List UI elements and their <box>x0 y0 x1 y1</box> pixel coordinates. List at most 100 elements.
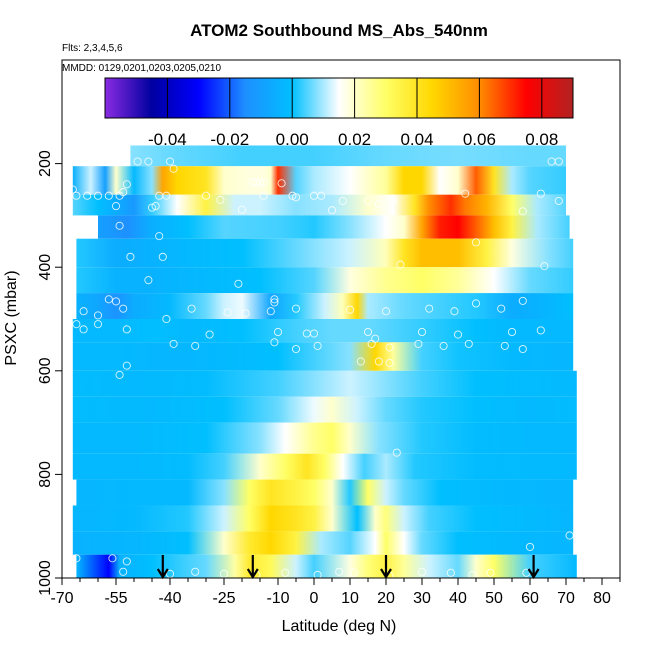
sample-point <box>367 339 376 348</box>
sample-point <box>291 304 301 313</box>
sample-point <box>464 339 473 348</box>
sample-point <box>79 325 88 334</box>
sample-point <box>349 568 358 577</box>
x-tick-label: 50 <box>485 590 503 607</box>
sample-point <box>72 320 81 329</box>
sample-point <box>507 327 517 337</box>
x-tick-label: -10 <box>266 590 289 607</box>
sample-point <box>356 357 365 366</box>
sample-point <box>313 570 322 578</box>
heatmap-band <box>72 342 574 371</box>
x-tick-label: -40 <box>158 590 181 607</box>
sample-point <box>471 299 481 308</box>
heatmap-band <box>130 145 566 167</box>
x-tick-label: 10 <box>341 590 359 607</box>
sample-point <box>266 307 275 316</box>
sample-point <box>317 191 326 200</box>
sample-point <box>461 189 470 198</box>
sample-point <box>450 307 459 316</box>
sample-point <box>518 207 527 216</box>
sample-point <box>540 262 549 271</box>
sample-point <box>119 304 128 313</box>
sample-point <box>270 298 279 307</box>
sample-point <box>518 344 527 354</box>
sample-point <box>219 569 229 578</box>
sample-point <box>554 196 563 205</box>
sample-point <box>122 180 131 189</box>
flights-note: Flts: 2,3,4,5,6 <box>62 43 123 54</box>
x-tick-label: 0 <box>310 590 319 607</box>
sample-point <box>259 191 268 200</box>
sample-point <box>83 191 92 200</box>
heatmap-band <box>76 479 574 506</box>
sample-point <box>327 206 337 215</box>
heatmap-band <box>72 531 574 555</box>
sample-point <box>104 295 113 304</box>
heatmap-band <box>76 267 574 294</box>
sample-point <box>191 341 200 350</box>
sample-point <box>165 157 175 166</box>
sample-point <box>518 296 527 305</box>
colorbar-tick-label: -0.04 <box>148 130 187 149</box>
sample-point <box>111 297 121 306</box>
heatmap-band <box>72 370 577 397</box>
sample-point <box>363 327 373 337</box>
sample-point <box>468 570 477 578</box>
sample-point <box>241 309 250 318</box>
heatmap-band <box>72 396 577 423</box>
sample-point <box>79 307 88 316</box>
heatmap-band <box>72 194 567 216</box>
latitude-arrow-head <box>527 568 540 580</box>
sample-point <box>259 178 268 187</box>
sample-point <box>122 557 131 566</box>
sample-point <box>237 205 247 214</box>
latitude-arrow-head <box>380 568 392 580</box>
sample-point <box>291 344 301 354</box>
sample-point <box>414 339 423 348</box>
colorbar-tick-label: -0.02 <box>210 130 249 149</box>
sample-point <box>525 542 535 551</box>
sample-point <box>417 567 427 576</box>
y-tick-label: 800 <box>37 461 54 488</box>
sample-point <box>151 202 160 211</box>
heatmap-band <box>72 422 577 454</box>
sample-point <box>169 339 178 348</box>
sample-point <box>335 567 344 576</box>
heatmap-band <box>76 293 574 319</box>
sample-point <box>255 179 265 188</box>
sample-point <box>187 304 196 313</box>
sample-point <box>115 191 124 200</box>
sample-point <box>273 327 283 337</box>
sample-point <box>144 157 153 166</box>
colorbar-tick-label: 0.06 <box>463 130 496 149</box>
dates-note: MMDD: 0129,0201,0203,0205,0210 <box>62 63 221 74</box>
latitude-arrows <box>156 555 540 580</box>
x-tick-label: -70 <box>50 590 73 607</box>
sample-point <box>554 157 563 166</box>
heatmap-band <box>76 238 574 268</box>
sample-point <box>338 196 347 205</box>
heatmap-band <box>98 215 570 239</box>
colorbar-fill <box>104 77 574 119</box>
sample-points <box>68 157 574 578</box>
sample-point <box>270 295 279 304</box>
sample-point <box>453 330 463 339</box>
sample-point <box>205 330 214 339</box>
sample-point <box>536 326 545 335</box>
sample-point <box>486 568 495 577</box>
sample-point <box>223 308 232 317</box>
heatmap-band <box>72 166 567 195</box>
x-tick-label: 80 <box>593 590 611 607</box>
sample-point <box>500 341 509 350</box>
sample-point <box>147 203 157 212</box>
sample-point <box>104 191 113 200</box>
sample-point <box>155 232 164 241</box>
colorbar-tick-label: 0.02 <box>338 130 371 149</box>
sample-point <box>471 238 481 247</box>
sample-point <box>165 569 175 578</box>
sample-point <box>201 191 211 200</box>
sample-point <box>108 554 117 563</box>
x-tick-label: 40 <box>449 590 467 607</box>
sample-point <box>169 164 178 173</box>
